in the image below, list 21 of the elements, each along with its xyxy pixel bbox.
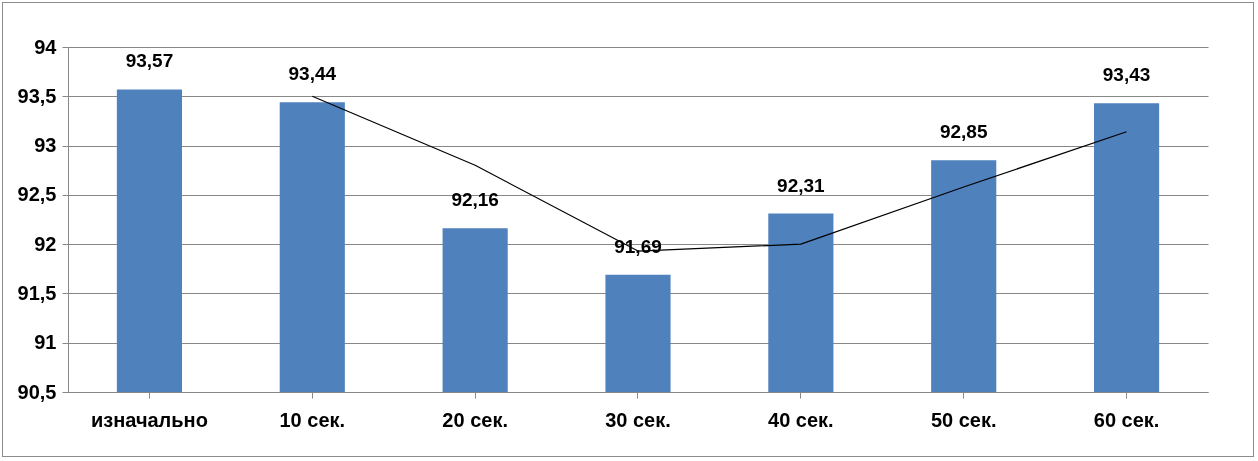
y-tick-label: 92,5 (17, 183, 57, 206)
x-tick-label: 60 сек. (1093, 408, 1160, 431)
x-tick-label: 10 сек. (279, 408, 346, 431)
y-tick-label: 90,5 (17, 380, 57, 403)
y-tick-label: 93 (34, 134, 57, 157)
data-label: 92,31 (777, 174, 826, 196)
y-tick-label: 94 (34, 35, 58, 58)
y-tick-label: 91 (34, 331, 57, 354)
data-label: 92,85 (939, 121, 988, 143)
x-tick-label: 30 сек. (605, 408, 671, 431)
x-tick-label: 20 сек. (442, 408, 508, 431)
y-tick-label: 93,5 (17, 84, 57, 107)
x-tick-label: 40 сек. (768, 408, 834, 431)
y-tick-label: 91,5 (17, 281, 57, 304)
data-label: 92,16 (451, 189, 499, 211)
data-label: 93,43 (1102, 64, 1151, 86)
y-tick-label: 92 (34, 232, 57, 255)
x-tick-label: 50 сек. (930, 408, 997, 431)
data-label: 93,57 (125, 50, 174, 72)
x-tick-label: изначально (90, 408, 208, 431)
data-label: 93,44 (288, 63, 337, 85)
